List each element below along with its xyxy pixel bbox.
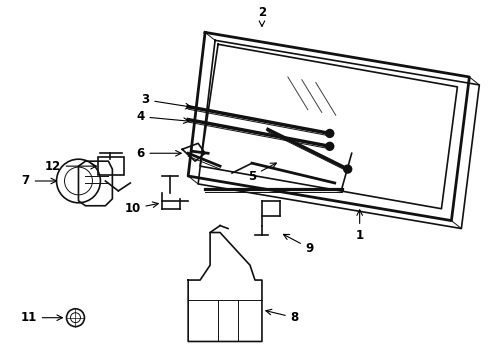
Circle shape	[326, 130, 334, 138]
Text: 3: 3	[141, 93, 191, 109]
Text: 8: 8	[266, 309, 299, 324]
Text: 6: 6	[136, 147, 181, 160]
Text: 7: 7	[22, 175, 56, 188]
Text: 9: 9	[283, 234, 314, 255]
Text: 2: 2	[258, 6, 266, 26]
Text: 4: 4	[136, 110, 189, 123]
Text: 5: 5	[248, 163, 276, 183]
Text: 1: 1	[356, 210, 364, 242]
Text: 11: 11	[21, 311, 63, 324]
Text: 10: 10	[124, 202, 158, 215]
Circle shape	[343, 165, 352, 173]
Circle shape	[326, 142, 334, 150]
Text: 12: 12	[45, 159, 97, 173]
